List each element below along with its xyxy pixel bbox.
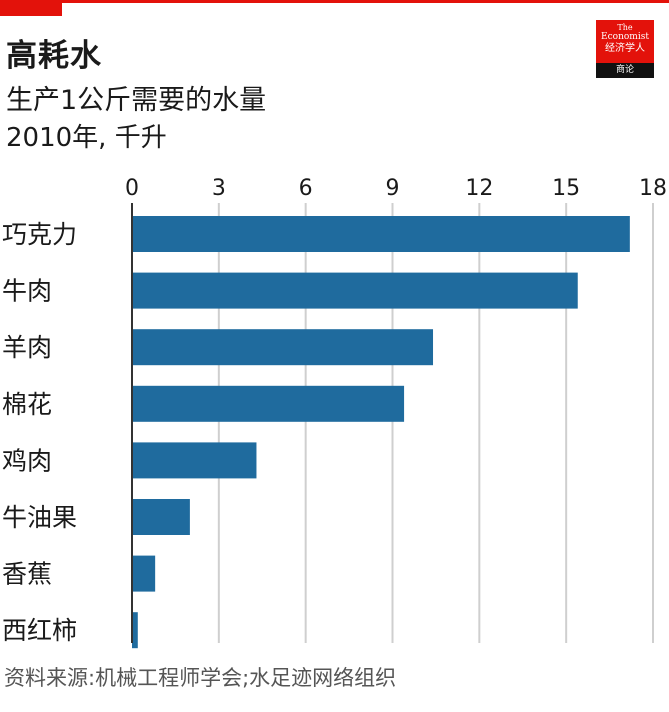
category-label: 棉花 [2,390,52,419]
x-tick-label: 0 [125,176,139,201]
bar [132,612,138,649]
bar [132,555,156,592]
category-label: 香蕉 [2,560,52,589]
logo-strip: 商论 [596,63,654,78]
source-note: 资料来源:机械工程师学会;水足迹网络组织 [4,666,397,690]
economist-logo: The Economist 经济学人 商论 [596,20,654,78]
x-tick-label: 15 [552,176,580,201]
bar [132,329,434,366]
bar [132,385,405,422]
category-label: 鸡肉 [2,446,52,475]
logo-line-3: 经济学人 [605,43,645,54]
top-rule [0,0,669,3]
category-label: 西红柿 [2,616,77,645]
brand-tag [0,0,62,16]
x-tick-label: 12 [465,176,493,201]
x-tick-label: 18 [639,176,667,201]
category-label: 牛肉 [2,277,52,306]
x-tick-label: 9 [386,176,400,201]
category-label: 羊肉 [2,333,52,362]
chart-title: 高耗水 [6,38,102,74]
unit-label: 2010年, 千升 [6,123,167,153]
bar [132,216,630,252]
chart-subtitle: 生产1公斤需要的水量 [6,85,267,116]
bar [132,499,190,535]
bar [132,272,578,309]
bar [132,442,257,479]
x-tick-label: 3 [212,176,226,201]
category-label: 巧克力 [2,220,77,249]
logo-line-2: Economist [601,32,649,42]
logo-line-1: The [617,23,633,32]
category-label: 牛油果 [2,503,77,532]
x-tick-label: 6 [299,176,313,201]
